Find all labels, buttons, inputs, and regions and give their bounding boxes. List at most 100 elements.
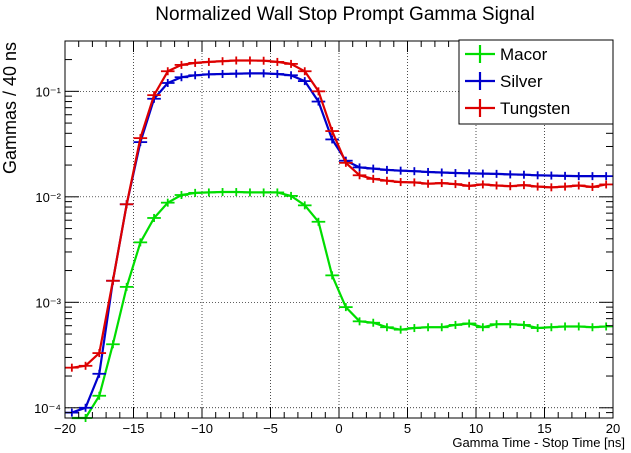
data-point — [215, 188, 230, 197]
data-point — [352, 163, 367, 172]
data-point — [229, 69, 244, 78]
data-point — [92, 391, 107, 400]
data-point — [517, 320, 531, 329]
data-point — [503, 170, 518, 179]
data-point — [599, 180, 613, 189]
data-point — [215, 57, 230, 66]
x-axis-label: Gamma Time - Stop Time [ns] — [452, 435, 625, 450]
data-point — [503, 320, 518, 329]
y-tick-label: 10⁻² — [35, 190, 61, 205]
y-tick-label: 10⁻³ — [35, 295, 61, 310]
data-point — [270, 57, 285, 66]
data-point — [544, 183, 559, 192]
data-point — [462, 181, 476, 190]
legend-entry-macor: Macor — [465, 45, 548, 64]
data-point — [174, 73, 189, 82]
data-point — [599, 322, 613, 331]
data-point — [119, 200, 134, 209]
legend-label: Tungsten — [500, 99, 570, 118]
data-point — [92, 369, 107, 378]
data-point — [476, 180, 490, 189]
data-point — [284, 191, 298, 200]
data-point — [393, 166, 408, 175]
x-tick-label: 5 — [404, 421, 411, 436]
data-point — [229, 56, 244, 65]
data-point — [311, 87, 326, 96]
data-point — [558, 182, 572, 191]
data-point — [174, 191, 189, 200]
data-point — [407, 324, 422, 333]
data-point — [202, 188, 216, 197]
data-point — [202, 70, 216, 79]
data-point — [448, 180, 463, 189]
data-point — [530, 324, 545, 333]
data-point — [243, 188, 257, 197]
data-point — [489, 169, 504, 178]
data-point — [599, 172, 613, 181]
legend-label: Silver — [500, 72, 543, 91]
chart-title: Normalized Wall Stop Prompt Gamma Signal — [155, 4, 534, 25]
data-point — [476, 169, 490, 178]
data-point — [544, 323, 559, 332]
y-tick-label: 10⁻¹ — [35, 84, 61, 99]
data-point — [571, 181, 586, 190]
series-macor — [71, 188, 613, 422]
x-tick-label: 10 — [469, 421, 483, 436]
data-point — [147, 91, 161, 100]
data-point — [92, 349, 107, 358]
data-point — [489, 320, 504, 329]
data-point — [380, 323, 394, 332]
data-point — [571, 322, 586, 331]
data-point — [106, 276, 120, 285]
y-axis-label: Gammas / 40 ns — [0, 42, 20, 174]
y-tick-label: 10⁻⁴ — [34, 401, 61, 416]
data-point — [133, 134, 148, 143]
data-point — [188, 71, 202, 80]
data-point — [188, 58, 202, 67]
data-point — [530, 171, 545, 180]
series-layer — [65, 56, 613, 422]
data-point — [585, 172, 600, 181]
data-point — [393, 325, 408, 334]
x-tick-label: 0 — [335, 421, 342, 436]
data-point — [106, 340, 120, 349]
data-point — [229, 188, 244, 197]
data-point — [65, 363, 79, 372]
data-point — [421, 167, 435, 176]
data-point — [558, 322, 572, 331]
data-point — [434, 168, 449, 177]
legend-entry-tungsten: Tungsten — [465, 99, 570, 118]
series-tungsten — [65, 56, 613, 372]
data-point — [380, 165, 394, 174]
axes: −20 −15 −10 −5 0 5 10 15 20 10⁻⁴ 10⁻³ 10⁻² 10⁻¹ — [34, 41, 620, 436]
data-point — [434, 323, 449, 332]
x-tick-label: 20 — [606, 421, 620, 436]
data-point — [517, 181, 531, 190]
data-point — [476, 323, 490, 332]
data-point — [585, 182, 600, 191]
data-point — [558, 171, 572, 180]
data-point — [243, 69, 257, 78]
legend: Macor Silver Tungsten — [458, 39, 614, 125]
data-point — [462, 319, 476, 328]
data-point — [297, 77, 312, 86]
data-point — [256, 56, 271, 65]
legend-entry-silver: Silver — [465, 72, 543, 91]
data-point — [270, 69, 285, 78]
data-point — [119, 282, 134, 291]
data-point — [393, 178, 408, 187]
data-point — [215, 69, 230, 78]
data-point — [147, 213, 161, 222]
data-point — [270, 188, 285, 197]
data-point — [160, 78, 175, 87]
data-point — [284, 71, 298, 80]
data-point — [530, 182, 545, 191]
data-point — [571, 172, 586, 181]
data-point — [503, 182, 518, 191]
data-point — [366, 174, 381, 183]
data-point — [489, 181, 504, 190]
data-point — [339, 303, 353, 312]
data-point — [160, 198, 175, 207]
legend-label: Macor — [500, 45, 548, 64]
